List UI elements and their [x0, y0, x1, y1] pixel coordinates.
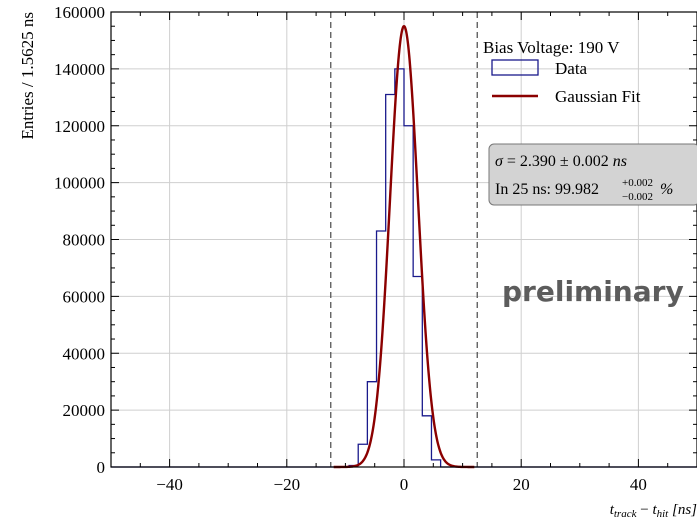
preliminary-watermark: preliminary: [502, 275, 684, 308]
x-tick-label: −40: [156, 475, 183, 494]
legend-title: Bias Voltage: 190 V: [483, 38, 620, 57]
sigma-text: σ = 2.390 ± 0.002 ns: [495, 153, 627, 170]
y-tick-label: 80000: [63, 231, 106, 250]
y-tick-label: 20000: [63, 401, 106, 420]
y-tick-label: 40000: [63, 344, 106, 363]
x-tick-labels: −40 −20 0 20 40: [156, 475, 647, 494]
y-tick-label: 160000: [54, 3, 105, 22]
x-axis-label: ttrack − thit [ns]: [610, 502, 697, 520]
x-tick-label: 0: [400, 475, 409, 494]
y-axis-label: Entries / 1.5625 ns: [18, 12, 37, 140]
y-tick-label: 140000: [54, 60, 105, 79]
x-tick-label: 40: [630, 475, 647, 494]
y-tick-label: 100000: [54, 174, 105, 193]
legend-data-label: Data: [555, 59, 588, 78]
gaussian-fit-curve: [333, 24, 475, 469]
legend-fit-label: Gaussian Fit: [555, 87, 641, 106]
y-tick-label: 0: [97, 458, 106, 477]
x-tick-label: −20: [274, 475, 301, 494]
axis-ticks: [110, 11, 697, 468]
y-tick-labels: 0 20000 40000 60000 80000 100000 120000 140000 1…: [54, 3, 105, 477]
y-tick-label: 120000: [54, 117, 105, 136]
efficiency-text: In 25 ns: 99.982: [495, 181, 599, 198]
y-tick-label: 60000: [63, 287, 106, 306]
fit-info-box: σ = 2.390 ± 0.002 ns In 25 ns: 99.982 +0…: [488, 143, 697, 206]
x-tick-label: 20: [513, 475, 530, 494]
efficiency-sup: +0.002: [622, 177, 653, 189]
efficiency-unit: %: [660, 181, 673, 198]
legend-data-swatch: [491, 59, 539, 76]
legend: Bias Voltage: 190 V Data Gaussian Fit: [483, 38, 641, 106]
efficiency-sub: −0.002: [622, 191, 653, 203]
window-lines: [330, 12, 478, 467]
data-histogram: [111, 68, 697, 468]
